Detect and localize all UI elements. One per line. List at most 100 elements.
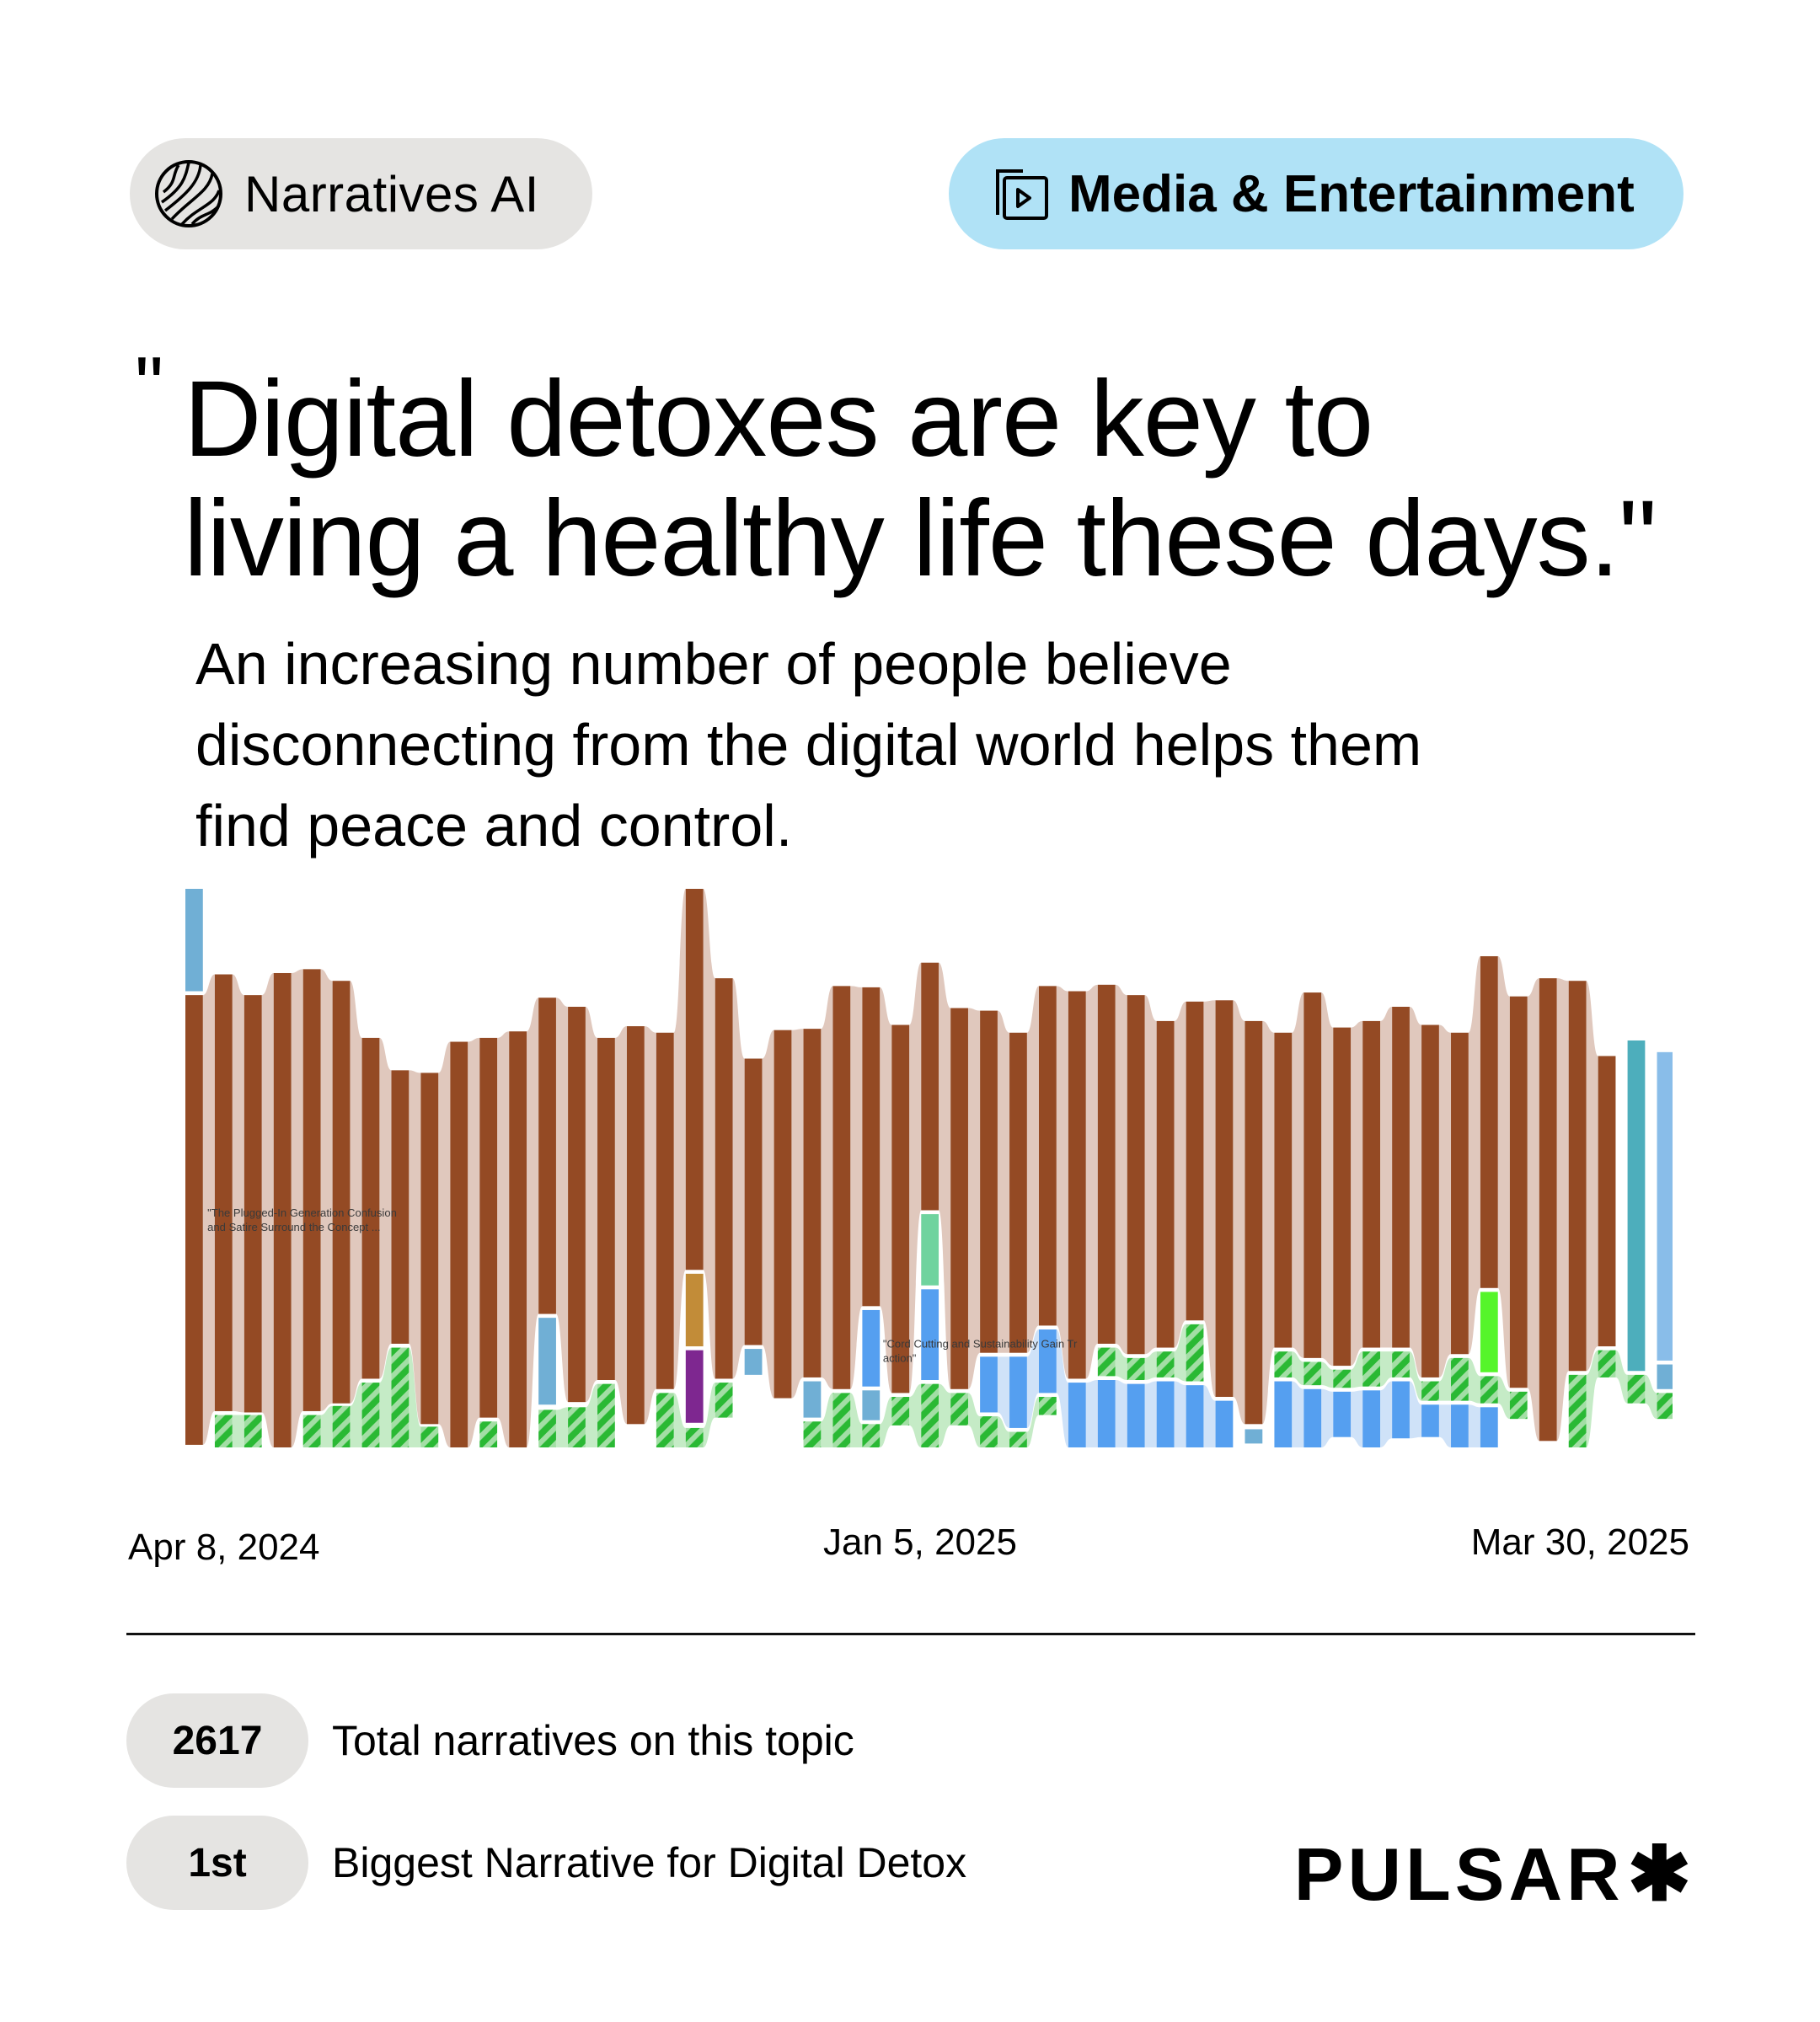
bar-segment-steelblue [1657,1364,1673,1389]
bar-segment-gold [685,1273,704,1347]
bar-segment-brown [685,889,704,1270]
bar-segment-green [214,1415,233,1447]
bar-segment-brown [185,995,203,1445]
bar-segment-brown [1245,1020,1263,1425]
bar-segment-brown [509,1031,527,1447]
bar-segment-green [1156,1351,1175,1377]
bar-segment-brown [273,972,292,1447]
bar-segment-lime [1480,1292,1498,1372]
x-axis-end-label: Mar 30, 2025 [1470,1522,1689,1563]
bar-segment-steelblue [1245,1429,1263,1444]
bar-segment-brown [1215,1000,1234,1398]
stat-rank: 1st Biggest Narrative for Digital Detox [126,1816,966,1910]
bar-segment-brown [568,1006,586,1403]
bar-segment-green [1303,1361,1322,1386]
logo-text: PULSAR [1293,1832,1625,1916]
bar-segment-green [391,1347,410,1447]
bar-segment-teal [1627,1040,1646,1372]
bar-segment-brown [1186,1001,1204,1321]
bar-segment-brown [1451,1032,1469,1355]
bar-segment-brown [214,974,233,1411]
subtitle-line-1: An increasing number of people believe [195,631,1232,697]
bar-segment-brown [420,1073,439,1425]
bar-segment-brown [244,995,262,1413]
subtitle: An increasing number of people believe d… [195,623,1628,866]
bar-segment-steelblue [185,889,203,992]
bar-segment-steelblue [538,1318,556,1405]
bar-segment-brown [302,969,321,1411]
wave-globe-icon [155,160,222,227]
chart-flow-bands [202,889,1657,1447]
chart-annotation: "The Plugged-In Generation Confusion [207,1206,397,1219]
bar-segment-brown [1539,978,1557,1442]
narrative-volume-chart: "The Plugged-In Generation Confusion and … [185,889,1673,1447]
bar-segment-green [1009,1431,1027,1447]
narratives-ai-pill: Narratives AI [130,138,592,249]
bar-segment-brown [1097,984,1116,1344]
bar-segment-green [597,1383,615,1447]
bar-segment-brown [597,1037,615,1381]
bar-segment-green [803,1421,822,1447]
bar-segment-blue [1392,1381,1410,1439]
bar-segment-mint [921,1214,939,1286]
bar-segment-brown [479,1037,498,1418]
bar-segment-green [420,1426,439,1447]
bar-segment-green [980,1416,998,1447]
bar-segment-blue [1480,1407,1498,1447]
bar-segment-blue [921,1289,939,1381]
stat-label: Total narratives on this topic [332,1717,854,1764]
narratives-ai-label: Narratives AI [244,165,539,222]
bar-segment-brown [361,1037,380,1379]
bar-segment-blue [1333,1391,1352,1437]
bar-segment-green [244,1415,262,1447]
bar-segment-green [862,1424,881,1447]
category-label: Media & Entertainment [1068,164,1635,223]
bar-segment-brown [656,1032,674,1389]
bar-segment-brown [891,1024,910,1393]
bar-segment-brown [1421,1024,1439,1377]
bar-segment-green [1186,1324,1204,1382]
bar-segment-brown [950,1008,968,1389]
bar-segment-brown [715,978,733,1379]
bar-segment-green [950,1393,968,1426]
bar-segment-brown [1333,1027,1352,1367]
chart-bars [185,889,1673,1447]
quote-line-1: Digital detoxes are key to [184,359,1373,479]
bar-segment-green [1421,1381,1439,1401]
bar-segment-blue [862,1309,881,1387]
bar-segment-brown [332,981,351,1404]
divider [126,1633,1695,1635]
bar-segment-brown [980,1010,998,1353]
bar-segment-blue [1009,1356,1027,1428]
bar-segment-green [1392,1351,1410,1377]
bar-segment-brown [1568,981,1587,1372]
bar-segment-blue [1215,1400,1234,1447]
bar-segment-green [656,1393,674,1447]
bar-segment-green [479,1421,498,1447]
bar-segment-blue [1068,1383,1086,1447]
bar-segment-green [1038,1397,1057,1415]
bar-segment-blue [1362,1390,1381,1447]
bar-segment-green [1509,1391,1528,1420]
x-axis-mid-label: Jan 5, 2025 [823,1522,1017,1563]
bar-segment-green [361,1383,380,1447]
bar-segment-brown [803,1029,822,1377]
bar-segment-blue [1097,1380,1116,1447]
bar-segment-brown [1127,995,1145,1355]
bar-segment-green [332,1405,351,1447]
bar-segment-brown [1362,1020,1381,1348]
bar-segment-green [1480,1376,1498,1404]
bar-segment-blue [1274,1381,1293,1447]
bar-segment-blue [1451,1404,1469,1447]
bar-segment-brown [1068,991,1086,1379]
bar-segment-green [921,1383,939,1447]
chart-annotation: action" [883,1351,917,1364]
bar-segment-blue [1421,1404,1439,1437]
asterisk-icon: ✱ [1627,1832,1695,1917]
category-pill: Media & Entertainment [949,138,1684,249]
bar-segment-brown [921,962,939,1211]
bar-segment-brown [774,1030,792,1399]
chart-annotation: and Satire Surround the Concept ... [207,1221,381,1233]
bar-segment-green [538,1410,556,1447]
bar-segment-brown [1038,986,1057,1326]
